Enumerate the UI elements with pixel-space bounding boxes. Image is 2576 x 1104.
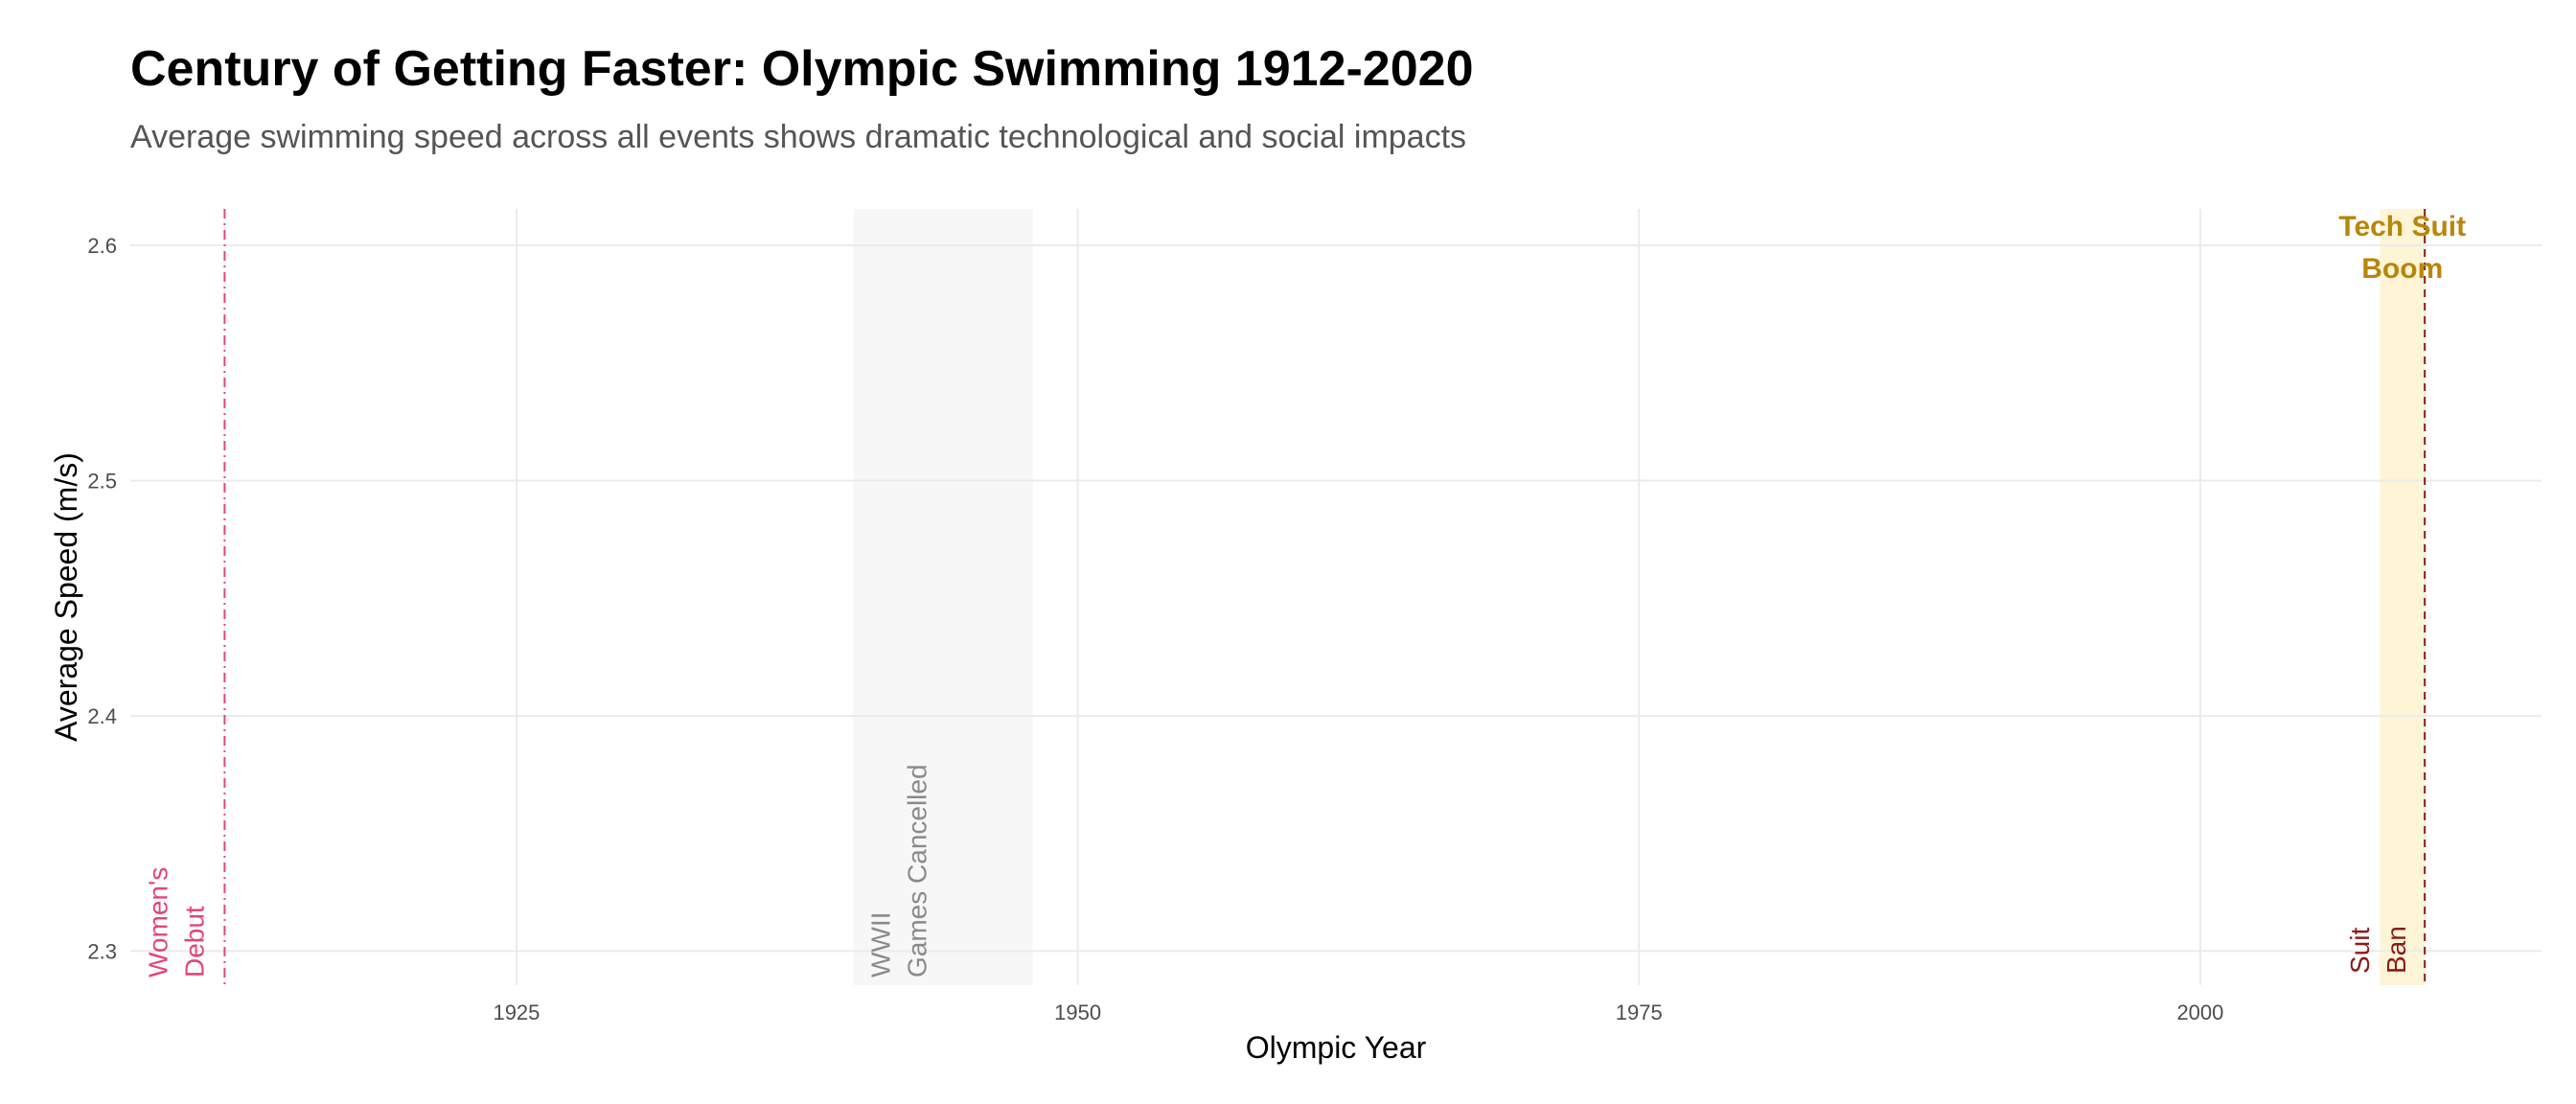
y-tick-label: 2.4	[87, 704, 117, 728]
suit-ban-label-line2: Ban	[2381, 926, 2411, 974]
chart-title: Century of Getting Faster: Olympic Swimm…	[130, 41, 1474, 97]
x-tick-label: 2000	[2176, 1000, 2223, 1024]
ww2-label-line2: Games Cancelled	[902, 764, 932, 978]
x-tick-label: 1950	[1054, 1000, 1101, 1024]
tech-suit-band	[2380, 209, 2426, 985]
y-axis-label: Average Speed (m/s)	[49, 452, 83, 742]
ww2-band	[853, 209, 1033, 985]
reference-line-layer	[223, 209, 2426, 985]
y-tick-label: 2.5	[87, 470, 117, 494]
x-tick-labels: 1925 1950 1975 2000	[493, 1000, 2223, 1024]
womens-debut-label-line2: Debut	[179, 906, 209, 978]
x-axis-label: Olympic Year	[1246, 1030, 1427, 1065]
x-tick-label: 1975	[1616, 1000, 1663, 1024]
womens-debut-label-line1: Women's	[143, 867, 172, 978]
band-layer	[853, 209, 2426, 985]
y-tick-label: 2.6	[87, 234, 117, 258]
y-tick-labels: 2.3 2.4 2.5 2.6	[87, 234, 117, 963]
chart-subtitle: Average swimming speed across all events…	[130, 119, 1467, 155]
suit-ban-label-line1: Suit	[2345, 928, 2375, 974]
tech-suit-label-line1: Tech Suit	[2338, 211, 2466, 242]
ww2-label-line1: WWII	[865, 912, 895, 978]
grid-layer	[130, 209, 2542, 985]
tech-suit-label-line2: Boom	[2361, 253, 2443, 285]
y-tick-label: 2.3	[87, 939, 117, 963]
annotation-layer: Women's Debut WWII Games Cancelled Suit Ban Te…	[143, 211, 2466, 978]
x-tick-label: 1925	[493, 1000, 540, 1024]
